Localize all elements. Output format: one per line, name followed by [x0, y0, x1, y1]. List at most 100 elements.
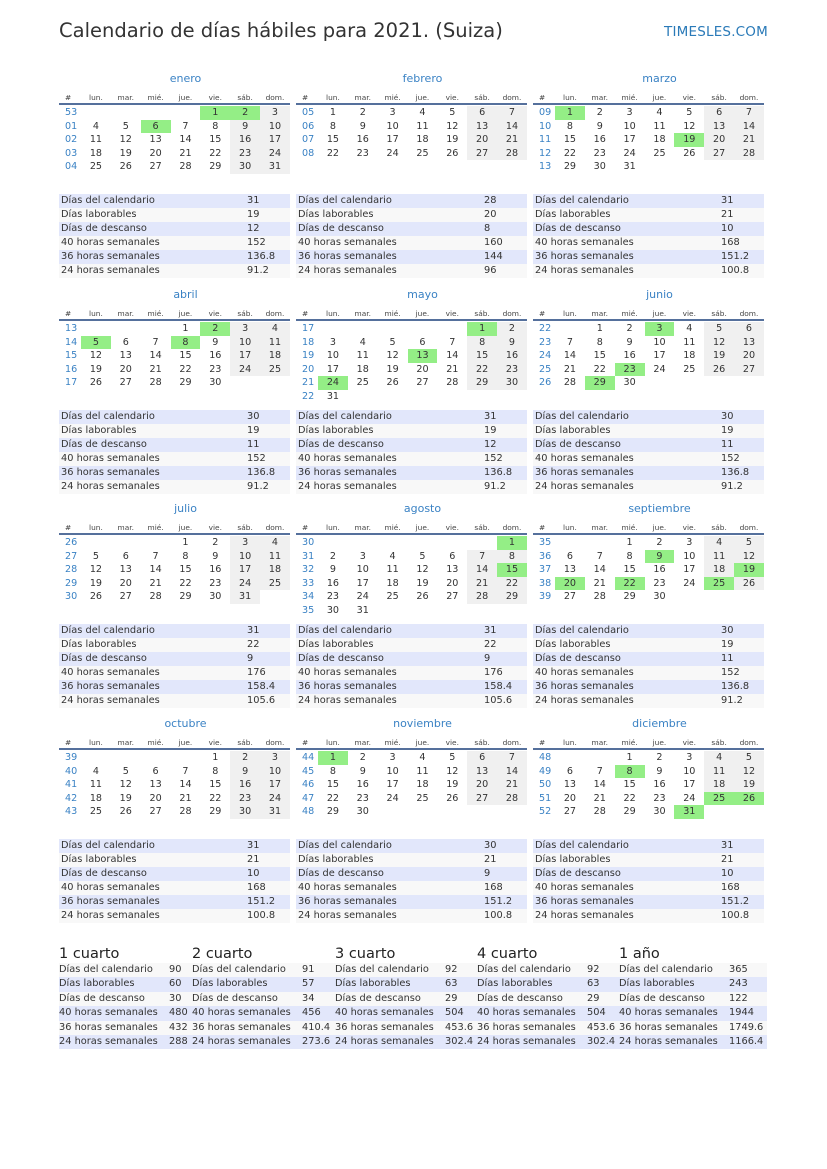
brand-link[interactable]: TIMESLES.COM: [664, 24, 768, 40]
stats-row: 24 horas semanales 100.8: [533, 909, 764, 923]
stats-label: Días del calendario: [298, 411, 392, 422]
day-cell: 31: [623, 161, 636, 173]
empty-cell: [141, 106, 171, 120]
stats-value: 11: [721, 653, 734, 664]
weekday-header: sáb.: [711, 523, 727, 532]
weekday-header: mié.: [384, 309, 401, 318]
stats-label: Días de descanso: [619, 992, 705, 1004]
month-title: diciembre: [632, 717, 687, 730]
weekday-header: sáb.: [474, 738, 490, 747]
stats-label: Días laborables: [535, 425, 611, 436]
day-cell: 21: [497, 778, 527, 792]
week-number: 16: [65, 363, 78, 375]
holiday-day-cell: 1: [200, 106, 231, 120]
stats-value: 91.2: [247, 481, 269, 492]
day-cell: 26: [446, 792, 459, 804]
stats-label: 40 horas semanales: [477, 1007, 576, 1019]
day-cell: 19: [119, 147, 132, 159]
empty-cell: [467, 604, 497, 618]
day-cell: 27: [149, 806, 162, 818]
month-title: agosto: [403, 502, 442, 515]
day-cell: 30: [653, 591, 666, 603]
stats-row: 24 horas semanales 91.2: [59, 264, 290, 278]
weekday-header: jue.: [178, 93, 193, 102]
day-cell: 18: [704, 778, 735, 792]
stats-label: 36 horas semanales: [535, 467, 634, 478]
weekday-header: mar.: [354, 523, 371, 532]
week-row: 44 1 2 3 4 5 6 7: [296, 751, 527, 765]
stats-label: Días de descanso: [61, 439, 147, 450]
empty-cell: [408, 322, 438, 336]
stats-label: Días de descanso: [59, 992, 145, 1004]
stats-label: 36 horas semanales: [535, 251, 634, 262]
day-cell: 8: [566, 120, 573, 132]
day-cell: 1: [329, 107, 336, 118]
stats-row: 36 horas semanales 136.8: [296, 466, 527, 480]
holiday-day-cell: 29: [584, 376, 615, 390]
stats-row: 40 horas semanales 168: [59, 881, 290, 895]
day-cell: 28: [497, 146, 527, 161]
day-cell: 12: [683, 120, 696, 132]
day-cell: 8: [626, 550, 633, 562]
day-cell: 9: [359, 765, 366, 777]
stats-label: 36 horas semanales: [59, 1021, 158, 1033]
stats-row: 40 horas semanales 168: [533, 236, 764, 250]
day-cell: 3: [686, 752, 693, 763]
stats-value: 100.8: [721, 265, 750, 276]
day-cell: 3: [389, 107, 396, 118]
stats-label: 24 horas semanales: [59, 1035, 158, 1047]
month-febrero: febrero # lun. mar. mié. jue. vie. sáb. dom. 05 1 2…: [296, 72, 527, 278]
day-cell: 8: [596, 336, 603, 348]
stats-label: Días laborables: [192, 978, 268, 990]
day-cell: 21: [179, 147, 192, 159]
stats-value: 10: [721, 868, 734, 879]
weekday-header: mié.: [147, 93, 164, 102]
stats-value: 432: [169, 1021, 188, 1033]
week-number: 48: [539, 752, 552, 763]
empty-cell: [437, 805, 467, 819]
empty-cell: [734, 590, 764, 604]
empty-cell: [408, 805, 438, 819]
empty-cell: [111, 751, 141, 765]
stats-row: Días laborables 63: [335, 977, 477, 992]
stats-row: Días de descanso 9: [296, 652, 527, 666]
week-number: 14: [65, 336, 78, 348]
week-row: 27 5 6 7 8 9 10 11: [59, 549, 290, 564]
day-cell: 19: [704, 349, 735, 363]
stats-row: Días laborables 20: [296, 208, 527, 222]
weekday-header-row: # lun. mar. mié. jue. vie. sáb. dom.: [296, 92, 527, 105]
stats-row: 40 horas semanales 152: [59, 236, 290, 250]
day-cell: 7: [182, 765, 189, 777]
day-cell: 19: [386, 363, 399, 375]
day-cell: 30: [593, 161, 606, 173]
stats-row: 40 horas semanales 504: [477, 1006, 619, 1021]
holiday-day-cell: 25: [704, 791, 735, 806]
weekday-header: mié.: [384, 523, 401, 532]
stats-row: Días de descanso 30: [59, 991, 192, 1007]
week-number: 41: [65, 779, 78, 791]
day-cell: 9: [212, 550, 219, 562]
stats-label: Días de descanso: [298, 439, 384, 450]
week-number: 21: [302, 377, 315, 389]
stats-value: 100.8: [247, 910, 276, 921]
stats-label: 24 horas semanales: [298, 265, 397, 276]
stats-row: Días de descanso 11: [533, 652, 764, 666]
stats-value: 243: [729, 978, 748, 990]
month-octubre: octubre # lun. mar. mié. jue. vie. sáb. dom. 39 1 2…: [59, 717, 290, 923]
day-cell: 4: [419, 752, 426, 763]
week-number: 17: [302, 323, 315, 334]
day-cell: 16: [326, 577, 340, 589]
stats-row: Días de descanso 10: [59, 867, 290, 881]
empty-cell: [585, 536, 615, 550]
stats-value: 151.2: [721, 896, 750, 907]
week-number: 04: [65, 161, 78, 173]
empty-cell: [734, 160, 764, 174]
stats-row: 40 horas semanales 504: [335, 1006, 477, 1021]
day-cell: 7: [596, 765, 603, 777]
stats-value: 31: [484, 625, 497, 636]
stats-row: 40 horas semanales 160: [296, 236, 527, 250]
weekday-header: vie.: [208, 523, 222, 532]
weekday-header: #: [65, 523, 72, 532]
week-number: 46: [302, 779, 315, 791]
day-cell: 9: [656, 765, 663, 777]
